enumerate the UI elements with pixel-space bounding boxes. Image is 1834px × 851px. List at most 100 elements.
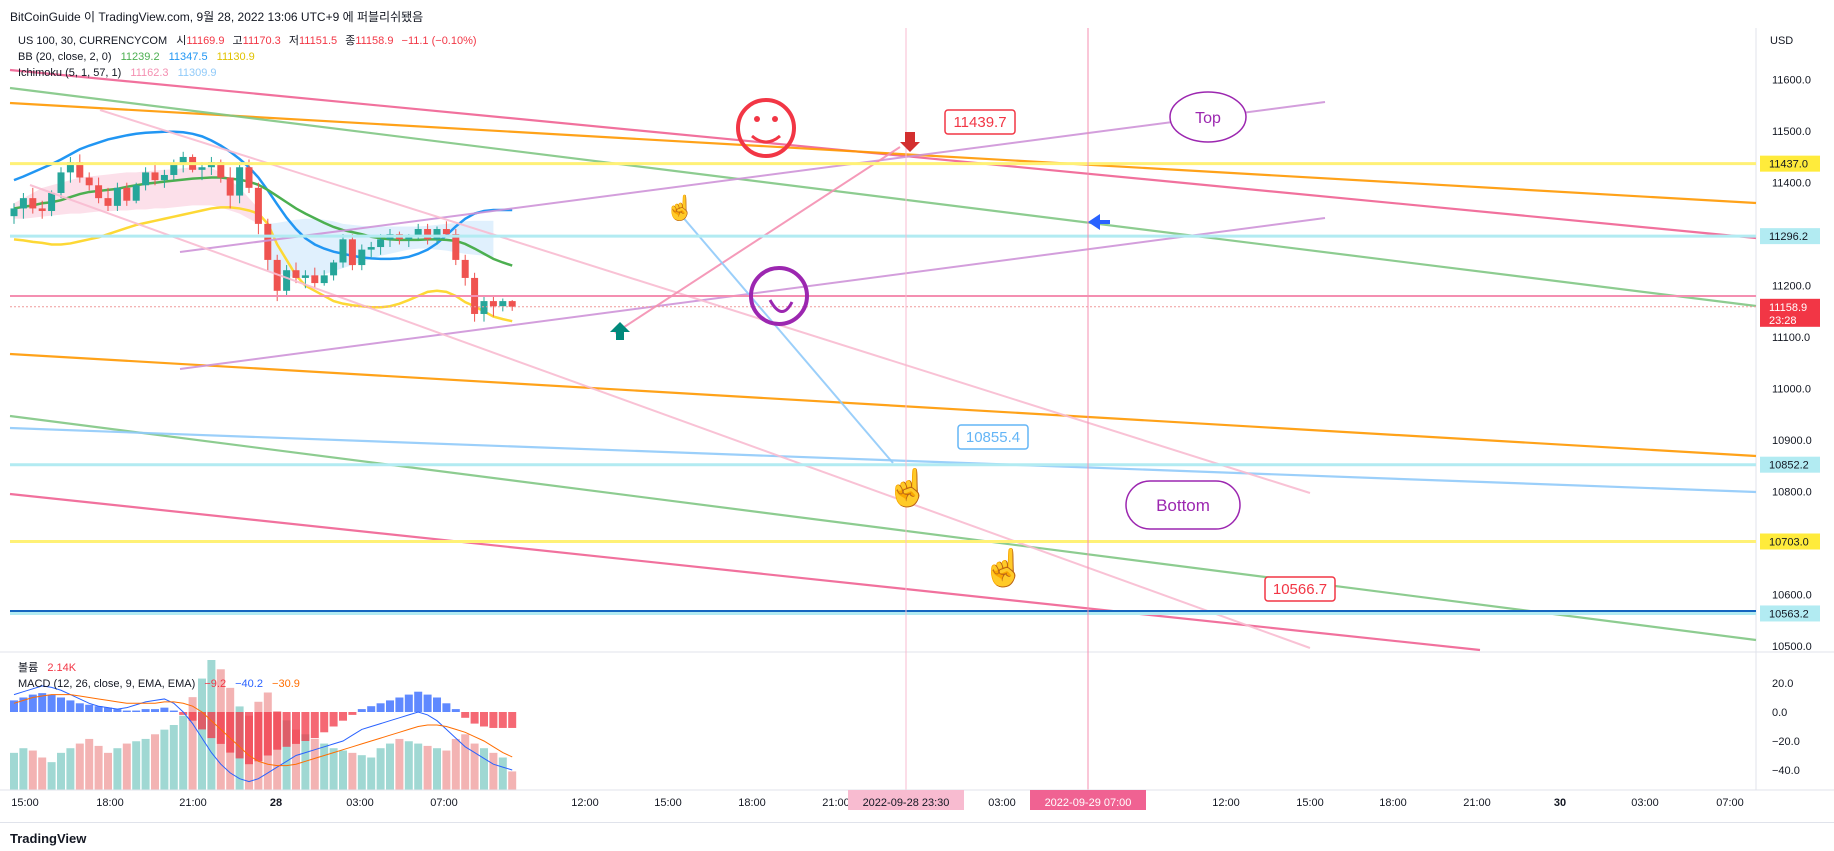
candle-body <box>198 167 206 170</box>
candle <box>38 200 46 219</box>
hand-pointer-icon: ☝ <box>665 193 695 222</box>
candle-body <box>66 162 74 173</box>
time-tick: 12:00 <box>571 797 599 809</box>
legend: US 100, 30, CURRENCYCOM 시11169.9 고11170.… <box>18 33 477 81</box>
candle-body <box>414 229 422 237</box>
open-value: 11169.9 <box>186 35 225 47</box>
hand-pointer-icon: ☝ <box>982 546 1027 589</box>
candle-body <box>142 172 150 186</box>
price-label-badge <box>1760 605 1820 622</box>
macd-hist-bar <box>442 703 451 712</box>
candle <box>358 244 366 271</box>
candle-body <box>292 270 300 278</box>
macd-pane[interactable] <box>10 660 517 790</box>
bb-label[interactable]: BB (20, close, 2, 0) <box>18 51 112 63</box>
candle <box>10 203 18 224</box>
macd-hist-bar <box>254 712 263 762</box>
candle-body <box>226 177 234 196</box>
tradingview-logo[interactable]: TradingView <box>10 831 87 846</box>
macd-hist-bar <box>451 709 460 712</box>
candle-body <box>254 187 262 224</box>
orange-trend-line-2 <box>9 352 1757 458</box>
volume-bar <box>66 748 75 790</box>
blue-trend-line <box>9 426 1757 494</box>
macd-hist-bar <box>263 712 272 756</box>
symbol-label[interactable]: US 100, 30, CURRENCYCOM <box>18 35 168 47</box>
macd-hist-bar <box>47 694 56 712</box>
main-pane[interactable] <box>10 130 516 323</box>
candle-body <box>132 185 140 201</box>
green-trend-line-1 <box>9 86 1757 308</box>
volume-bar <box>141 738 150 790</box>
macd-hist-bar <box>508 712 517 728</box>
candle <box>29 187 37 214</box>
volume-bar <box>320 743 329 790</box>
bb-lower-line <box>13 206 513 323</box>
top-bubble <box>1169 91 1247 143</box>
candle <box>226 167 234 209</box>
macd-hist-bar <box>245 712 253 765</box>
candle <box>85 172 93 191</box>
candle <box>66 156 74 183</box>
macd-hist-bar <box>75 703 84 712</box>
top-bubble-text: Top <box>1195 110 1221 127</box>
macd-hist-bar <box>386 700 394 712</box>
time-tick: 28 <box>270 797 282 809</box>
price-callout-box <box>957 424 1029 450</box>
candle <box>123 182 131 206</box>
high-value: 11170.3 <box>242 35 281 47</box>
candle <box>236 162 244 204</box>
volume-bar <box>433 748 441 790</box>
price-tick: 11600.0 <box>1772 75 1811 87</box>
macd-hist-bar <box>339 712 347 721</box>
volume-bar <box>132 741 141 790</box>
volume-bar <box>461 734 470 790</box>
macd-hist-bar <box>226 712 235 753</box>
volume-bar <box>404 741 413 790</box>
low-value: 11151.5 <box>299 35 338 47</box>
candle <box>480 295 488 322</box>
candle-body <box>104 198 112 206</box>
macd-hist-bar <box>179 712 188 715</box>
macd-hist-bar <box>404 694 413 712</box>
price-label-badge <box>1760 533 1820 550</box>
macd-v2: −40.2 <box>235 678 263 690</box>
candle <box>104 187 112 212</box>
price-callout-box <box>944 109 1016 135</box>
macd-hist-bar <box>461 712 470 718</box>
red-trend-line-2 <box>9 492 1481 652</box>
time-label-text: 2022-09-28 23:30 <box>863 797 950 809</box>
candle-body <box>442 229 450 235</box>
candle-body <box>19 198 27 209</box>
price-axis[interactable]: USD11600.011500.011400.011300.011200.011… <box>1760 35 1820 777</box>
macd-hist-bar <box>367 706 376 712</box>
volume-bar <box>179 715 188 790</box>
ichimoku-v2: 11309.9 <box>177 67 217 79</box>
ichimoku-label[interactable]: Ichimoku (5, 1, 57, 1) <box>18 67 122 79</box>
macd-label[interactable]: MACD (12, 26, close, 9, EMA, EMA) <box>18 678 196 690</box>
legend-macd-row: MACD (12, 26, close, 9, EMA, EMA) −9.2 −… <box>18 676 300 692</box>
projection-arrow-up <box>614 146 901 334</box>
volume-label[interactable]: 볼륨 <box>18 662 39 674</box>
macd-hist-bar <box>28 694 37 712</box>
price-label-text: 10852.2 <box>1769 460 1809 472</box>
macd-v1: −9.2 <box>204 678 227 690</box>
candle-body <box>508 301 516 307</box>
time-tick: 21:00 <box>822 797 850 809</box>
candle <box>424 223 432 245</box>
volume-bar <box>104 752 112 790</box>
macd-hist-bar <box>188 712 197 721</box>
time-axis[interactable]: 15:00 18:00 21:00 28 03:00 07:00 12:00 15:00 18:… <box>0 789 1834 810</box>
price-tick: 11500.0 <box>1772 126 1811 138</box>
candle-body <box>123 187 131 201</box>
volume-bar <box>442 750 451 790</box>
bb-upper-line <box>13 130 513 261</box>
candle <box>330 259 338 281</box>
price-label-badge <box>1760 228 1820 245</box>
candle <box>48 190 56 217</box>
smiley-icon <box>736 98 796 158</box>
time-tick: 18:00 <box>738 797 766 809</box>
macd-hist-bar <box>169 710 178 712</box>
time-tick: 07:00 <box>1716 797 1744 809</box>
